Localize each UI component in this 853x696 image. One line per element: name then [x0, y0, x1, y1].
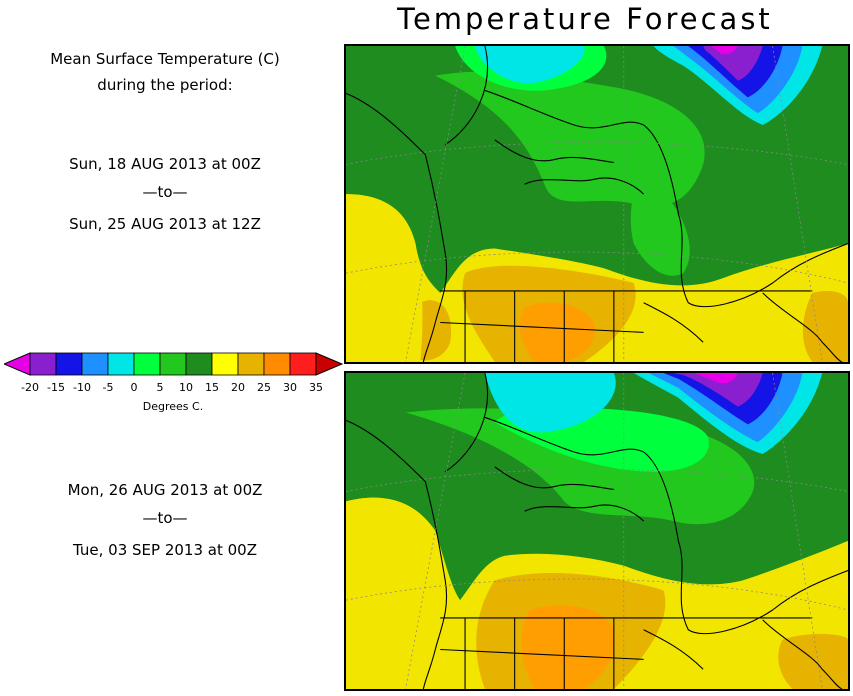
- legend-tick-label: 15: [205, 381, 219, 394]
- period2-start: Mon, 26 AUG 2013 at 00Z: [67, 481, 263, 499]
- legend-tick-label: 25: [257, 381, 271, 394]
- legend-swatch: [159, 352, 187, 376]
- legend-tick-label: -15: [47, 381, 65, 394]
- legend-tick-label: 10: [179, 381, 193, 394]
- legend-units: Degrees C.: [143, 400, 203, 413]
- legend-swatch: [55, 352, 83, 376]
- legend-swatch: [29, 352, 57, 376]
- legend-arrow-high: [315, 352, 344, 376]
- legend-swatch: [211, 352, 239, 376]
- legend-tick-label: 0: [131, 381, 138, 394]
- period2-separator: —to—: [142, 509, 188, 527]
- legend-tick-label: 35: [309, 381, 323, 394]
- period1-start: Sun, 18 AUG 2013 at 00Z: [69, 155, 261, 173]
- legend-arrow-low: [4, 352, 31, 376]
- period2-end: Tue, 03 SEP 2013 at 00Z: [73, 541, 257, 559]
- period1-end: Sun, 25 AUG 2013 at 12Z: [69, 215, 261, 233]
- legend-swatch: [289, 352, 317, 376]
- legend-tick-label: -20: [21, 381, 39, 394]
- legend-swatch: [185, 352, 213, 376]
- legend-swatch: [237, 352, 265, 376]
- legend-tick-label: -5: [103, 381, 114, 394]
- forecast-map-week2: [344, 371, 850, 691]
- legend-swatch: [263, 352, 291, 376]
- period1-separator: —to—: [142, 183, 188, 201]
- legend-swatch: [107, 352, 135, 376]
- page-title: Temperature Forecast: [397, 2, 773, 36]
- legend-swatch: [133, 352, 161, 376]
- legend-tick-label: -10: [73, 381, 91, 394]
- info-line-1: Mean Surface Temperature (C): [50, 50, 280, 68]
- legend-swatch: [81, 352, 109, 376]
- legend-tick-label: 30: [283, 381, 297, 394]
- info-line-2: during the period:: [97, 76, 233, 94]
- color-legend: -20 -15 -10 -5 0 5 10 15 20 25 30 35 Degrees C.: [4, 351, 344, 421]
- legend-tick-label: 20: [231, 381, 245, 394]
- legend-tick-label: 5: [157, 381, 164, 394]
- forecast-map-week1: [344, 44, 850, 364]
